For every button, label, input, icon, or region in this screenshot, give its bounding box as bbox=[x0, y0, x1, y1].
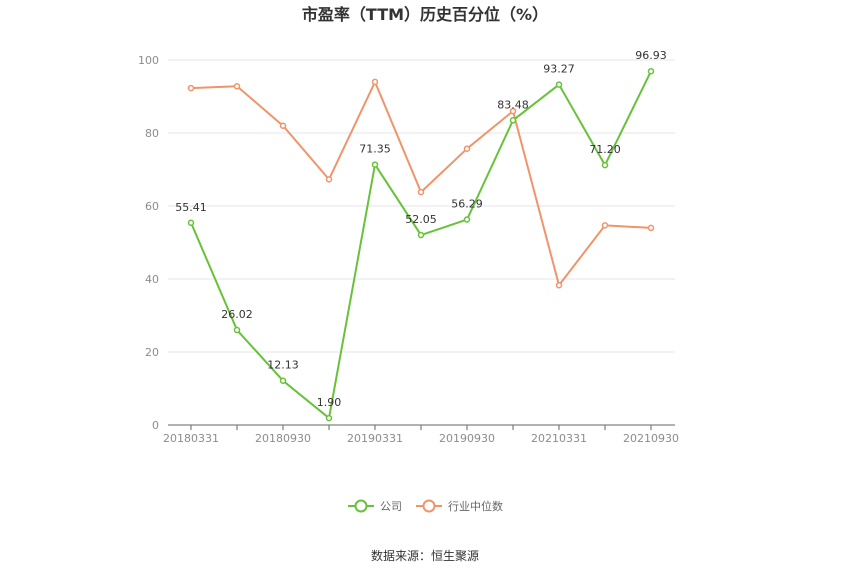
legend-item-0[interactable]: 公司 bbox=[348, 499, 402, 513]
legend-marker-icon bbox=[354, 499, 368, 513]
x-axis: 20180331 20180930 20190331 20190930 20210331… bbox=[163, 424, 679, 445]
data-label: 71.35 bbox=[359, 143, 391, 156]
series-line-1 bbox=[190, 80, 652, 287]
data-point[interactable] bbox=[187, 219, 195, 227]
x-tick-label: 20210930 bbox=[623, 432, 679, 445]
plot-area bbox=[187, 67, 655, 422]
legend-label: 行业中位数 bbox=[448, 499, 503, 513]
data-point[interactable] bbox=[463, 216, 471, 223]
x-tick-label: 20180930 bbox=[255, 432, 311, 445]
y-tick-label: 20 bbox=[145, 346, 159, 359]
x-tick-label: 20190331 bbox=[347, 432, 403, 445]
data-point[interactable] bbox=[417, 231, 425, 239]
data-point[interactable] bbox=[509, 107, 517, 115]
data-point[interactable] bbox=[647, 224, 655, 232]
data-point[interactable] bbox=[233, 83, 241, 90]
data-label: 52.05 bbox=[405, 213, 437, 226]
data-point[interactable] bbox=[555, 81, 563, 88]
source-note: 数据来源：恒生聚源 bbox=[371, 548, 479, 563]
data-point[interactable] bbox=[417, 188, 425, 196]
data-point[interactable] bbox=[279, 377, 287, 384]
data-label: 26.02 bbox=[221, 308, 253, 321]
x-tick-label: 20190930 bbox=[439, 432, 495, 445]
chart-title: 市盈率（TTM）历史百分位（%） bbox=[302, 5, 548, 24]
data-point[interactable] bbox=[233, 326, 241, 334]
data-label: 71.20 bbox=[589, 143, 621, 156]
data-point[interactable] bbox=[463, 145, 471, 152]
data-point[interactable] bbox=[555, 281, 563, 289]
legend-marker-icon bbox=[422, 499, 436, 513]
data-label: 96.93 bbox=[635, 49, 667, 62]
x-tick-label: 20210331 bbox=[531, 432, 587, 445]
grid bbox=[168, 59, 675, 353]
data-labels: 55.41 26.02 12.13 1.90 71.35 52.05 56.29 83.48 9… bbox=[175, 49, 667, 409]
legend-item-1[interactable]: 行业中位数 bbox=[416, 499, 503, 513]
data-point[interactable] bbox=[325, 176, 333, 183]
data-point[interactable] bbox=[371, 78, 379, 86]
data-point[interactable] bbox=[325, 414, 333, 422]
data-point[interactable] bbox=[509, 117, 517, 124]
data-point[interactable] bbox=[187, 84, 195, 92]
data-label: 83.48 bbox=[497, 98, 529, 111]
legend-label: 公司 bbox=[380, 500, 402, 513]
data-point[interactable] bbox=[279, 122, 287, 129]
y-tick-label: 100 bbox=[138, 54, 159, 67]
data-label: 12.13 bbox=[267, 359, 299, 372]
y-tick-label: 0 bbox=[152, 419, 159, 432]
y-tick-label: 40 bbox=[145, 273, 159, 286]
y-axis: 0 20 40 60 80 100 bbox=[138, 54, 159, 432]
legend[interactable]: 公司 行业中位数 bbox=[348, 499, 503, 513]
data-point[interactable] bbox=[647, 67, 655, 75]
y-tick-label: 80 bbox=[145, 127, 159, 140]
data-label: 1.90 bbox=[317, 396, 342, 409]
data-point[interactable] bbox=[601, 161, 609, 169]
data-label: 93.27 bbox=[543, 63, 575, 76]
data-label: 55.41 bbox=[175, 201, 207, 214]
x-tick-label: 20180331 bbox=[163, 432, 219, 445]
data-point[interactable] bbox=[371, 161, 379, 168]
y-tick-label: 60 bbox=[145, 200, 159, 213]
data-label: 56.29 bbox=[451, 198, 483, 211]
series-line-0 bbox=[190, 70, 652, 420]
data-point[interactable] bbox=[601, 222, 609, 229]
